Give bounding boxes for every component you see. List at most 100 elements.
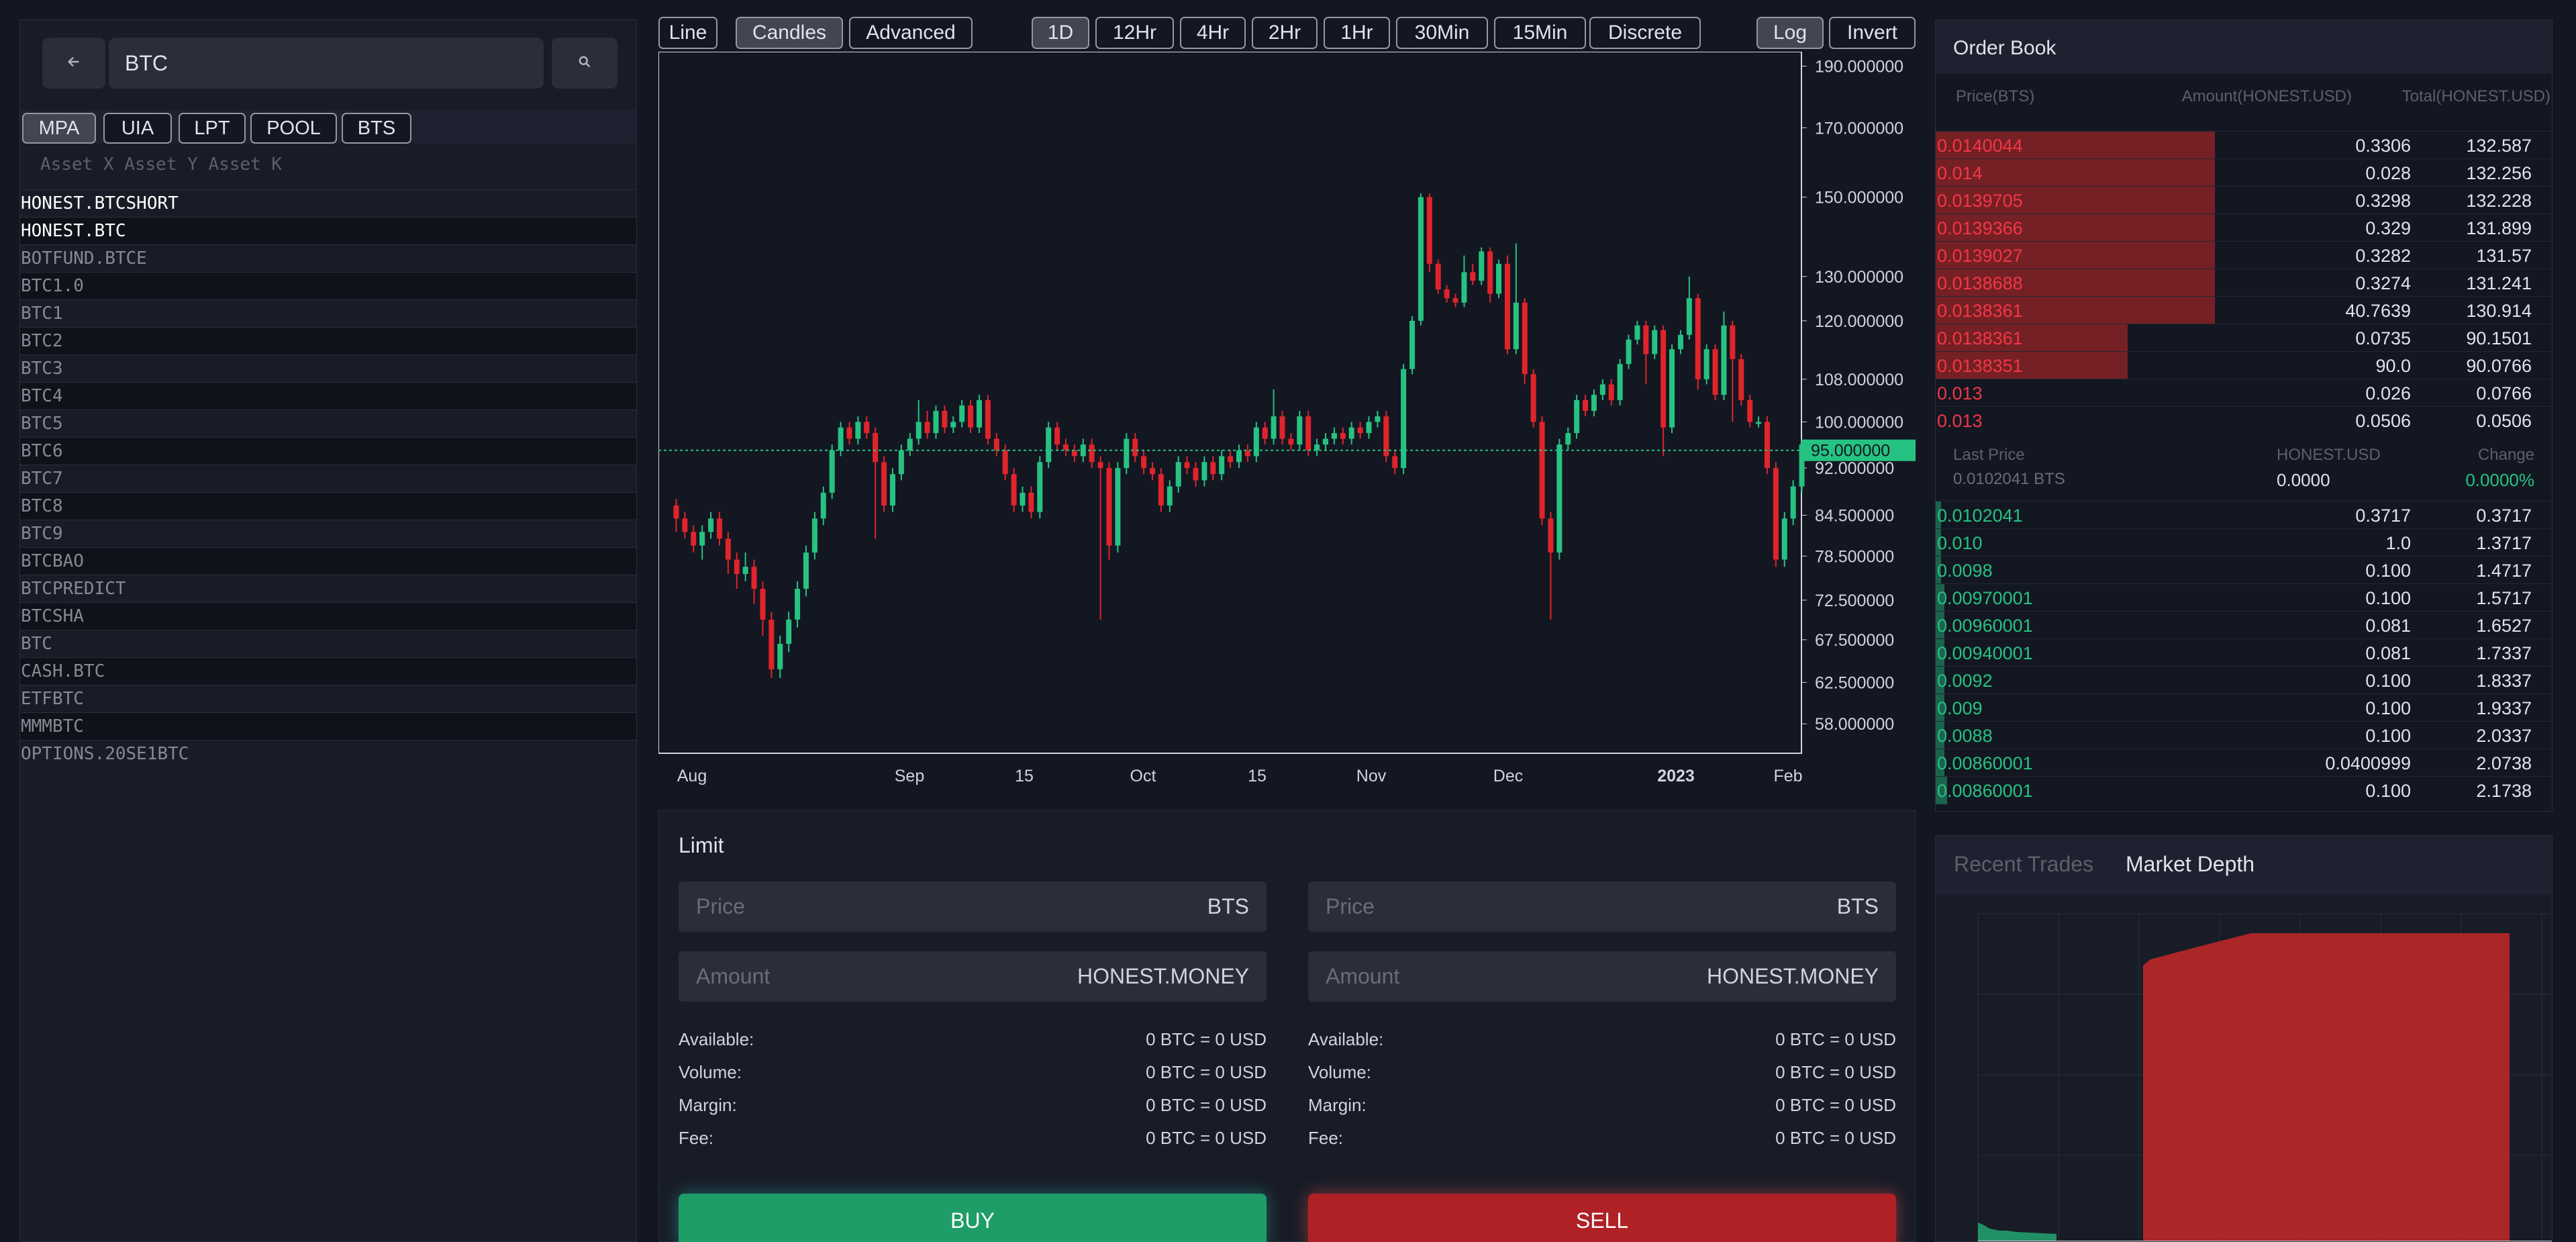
asset-list-item[interactable]: BTC <box>20 630 636 657</box>
candle <box>1695 293 1701 390</box>
asset-list-item[interactable]: BTC7 <box>20 465 636 492</box>
tab-mpa[interactable]: MPA <box>22 113 96 144</box>
bid-price: 0.0088 <box>1937 726 1993 746</box>
candle-body <box>1565 433 1571 445</box>
market-depth-chart[interactable] <box>1936 895 2552 1242</box>
tab-market-depth[interactable]: Market Depth <box>2126 852 2255 876</box>
asset-list-item[interactable]: BTC1.0 <box>20 272 636 299</box>
ask-row[interactable]: 0.0139366 0.329 131.899 <box>1936 213 2552 242</box>
ask-amount: 0.329 <box>2365 218 2411 238</box>
candlestick-chart[interactable]: 190.000000 170.000000 150.000000 130.000000… <box>658 52 1916 790</box>
sell-amount-field[interactable]: Amount HONEST.MONEY <box>1308 951 1896 1002</box>
chart-type-candles[interactable]: Candles <box>736 17 843 49</box>
asset-list-item[interactable]: HONEST.BTCSHORT <box>20 189 636 217</box>
ask-price: 0.013 <box>1937 383 1983 403</box>
ask-row[interactable]: 0.0140044 0.3306 132.587 <box>1936 131 2552 159</box>
search-button[interactable] <box>552 38 617 89</box>
candle-body <box>795 589 801 620</box>
candle-body <box>881 462 887 506</box>
buy-price-field[interactable]: Price BTS <box>679 881 1267 932</box>
bid-row[interactable]: 0.00860001 0.100 2.1738 <box>1936 776 2552 804</box>
ask-row[interactable]: 0.0139027 0.3282 131.57 <box>1936 241 2552 269</box>
asset-list-item[interactable]: BTC8 <box>20 492 636 520</box>
ask-row[interactable]: 0.0138361 0.0735 90.1501 <box>1936 324 2552 352</box>
asset-list-item[interactable]: BTCSHA <box>20 602 636 630</box>
ask-row[interactable]: 0.0139705 0.3298 132.228 <box>1936 186 2552 214</box>
asset-list-item[interactable]: BTC3 <box>20 354 636 382</box>
chart-type-advanced[interactable]: Advanced <box>849 17 973 49</box>
period-1hr[interactable]: 1Hr <box>1324 17 1390 49</box>
sell-price-field[interactable]: Price BTS <box>1308 881 1896 932</box>
x-tick-label: 15 <box>1248 767 1267 785</box>
asset-list-item[interactable]: BTC6 <box>20 437 636 465</box>
ask-row[interactable]: 0.0138361 40.7639 130.914 <box>1936 296 2552 324</box>
bid-amount: 0.0400999 <box>2325 753 2411 773</box>
ask-row[interactable]: 0.0138351 90.0 90.0766 <box>1936 351 2552 379</box>
period-2hr[interactable]: 2Hr <box>1252 17 1318 49</box>
log-toggle[interactable]: Log <box>1756 17 1824 49</box>
invert-toggle[interactable]: Invert <box>1829 17 1916 49</box>
chart-type-line[interactable]: Line <box>658 17 717 49</box>
candle <box>968 400 974 434</box>
stat-label: Available: <box>679 1029 754 1049</box>
candle <box>1565 427 1571 450</box>
candle <box>1530 369 1536 428</box>
asset-list-item[interactable]: BTC5 <box>20 410 636 437</box>
back-button[interactable] <box>42 38 105 89</box>
bid-row[interactable]: 0.0092 0.100 1.8337 <box>1936 666 2552 694</box>
bid-row[interactable]: 0.00960001 0.081 1.6527 <box>1936 611 2552 639</box>
bid-row[interactable]: 0.0088 0.100 2.0337 <box>1936 721 2552 749</box>
asset-list-item[interactable]: BTC9 <box>20 520 636 547</box>
ask-row[interactable]: 0.013 0.0506 0.0506 <box>1936 406 2552 434</box>
asset-list-item[interactable]: HONEST.BTC <box>20 217 636 244</box>
asset-list-item[interactable]: BTCBAO <box>20 547 636 575</box>
asset-search-input[interactable] <box>109 38 544 89</box>
asset-list-item[interactable]: BTC2 <box>20 327 636 354</box>
tab-uia[interactable]: UIA <box>103 113 172 144</box>
asset-list-item[interactable]: CASH.BTC <box>20 657 636 685</box>
candle <box>933 405 939 439</box>
ask-price: 0.0138688 <box>1937 273 2023 293</box>
period-discrete[interactable]: Discrete <box>1589 17 1701 49</box>
ask-total: 90.1501 <box>2466 328 2532 348</box>
asset-list-item[interactable]: BOTFUND.BTCE <box>20 244 636 272</box>
candle-body <box>985 400 991 439</box>
period-30min[interactable]: 30Min <box>1396 17 1488 49</box>
asset-list-item[interactable]: MMMBTC <box>20 712 636 740</box>
bid-row[interactable]: 0.00970001 0.100 1.5717 <box>1936 583 2552 612</box>
tab-pool[interactable]: POOL <box>250 113 337 144</box>
asset-list-item[interactable]: ETFBTC <box>20 685 636 712</box>
ask-row[interactable]: 0.013 0.026 0.0766 <box>1936 379 2552 406</box>
bid-row[interactable]: 0.0102041 0.3717 0.3717 <box>1936 501 2552 529</box>
sell-button[interactable]: SELL <box>1308 1194 1896 1242</box>
candle <box>1513 243 1519 354</box>
period-15min[interactable]: 15Min <box>1494 17 1586 49</box>
period-12hr[interactable]: 12Hr <box>1095 17 1174 49</box>
bid-total: 2.1738 <box>2476 781 2532 801</box>
bid-row[interactable]: 0.00860001 0.0400999 2.0738 <box>1936 749 2552 777</box>
ask-row[interactable]: 0.0138688 0.3274 131.241 <box>1936 269 2552 297</box>
asset-list-item[interactable]: BTC4 <box>20 382 636 410</box>
candle-body <box>699 532 705 546</box>
asset-list-item[interactable]: OPTIONS.20SE1BTC <box>20 740 636 767</box>
ask-row[interactable]: 0.014 0.028 132.256 <box>1936 158 2552 187</box>
candle <box>1323 433 1329 450</box>
tab-bts[interactable]: BTS <box>342 113 411 144</box>
bid-price: 0.00860001 <box>1937 753 2033 773</box>
bid-row[interactable]: 0.009 0.100 1.9337 <box>1936 694 2552 722</box>
tab-lpt[interactable]: LPT <box>179 113 246 144</box>
period-1d[interactable]: 1D <box>1032 17 1089 49</box>
tab-recent-trades[interactable]: Recent Trades <box>1954 852 2094 876</box>
candle <box>682 512 688 539</box>
bid-row[interactable]: 0.00940001 0.081 1.7337 <box>1936 638 2552 667</box>
bid-row[interactable]: 0.010 1.0 1.3717 <box>1936 528 2552 557</box>
asset-list-item[interactable]: BTC1 <box>20 299 636 327</box>
period-4hr[interactable]: 4Hr <box>1180 17 1246 49</box>
buy-amount-field[interactable]: Amount HONEST.MONEY <box>679 951 1267 1002</box>
x-tick-label: Sep <box>895 767 924 785</box>
stat-value: 0 BTC = 0 USD <box>1146 1095 1267 1115</box>
bid-row[interactable]: 0.0098 0.100 1.4717 <box>1936 556 2552 584</box>
asset-list-item[interactable]: BTCPREDICT <box>20 575 636 602</box>
buy-button[interactable]: BUY <box>679 1194 1267 1242</box>
price-chart[interactable]: 190.000000 170.000000 150.000000 130.000000… <box>658 52 1916 790</box>
